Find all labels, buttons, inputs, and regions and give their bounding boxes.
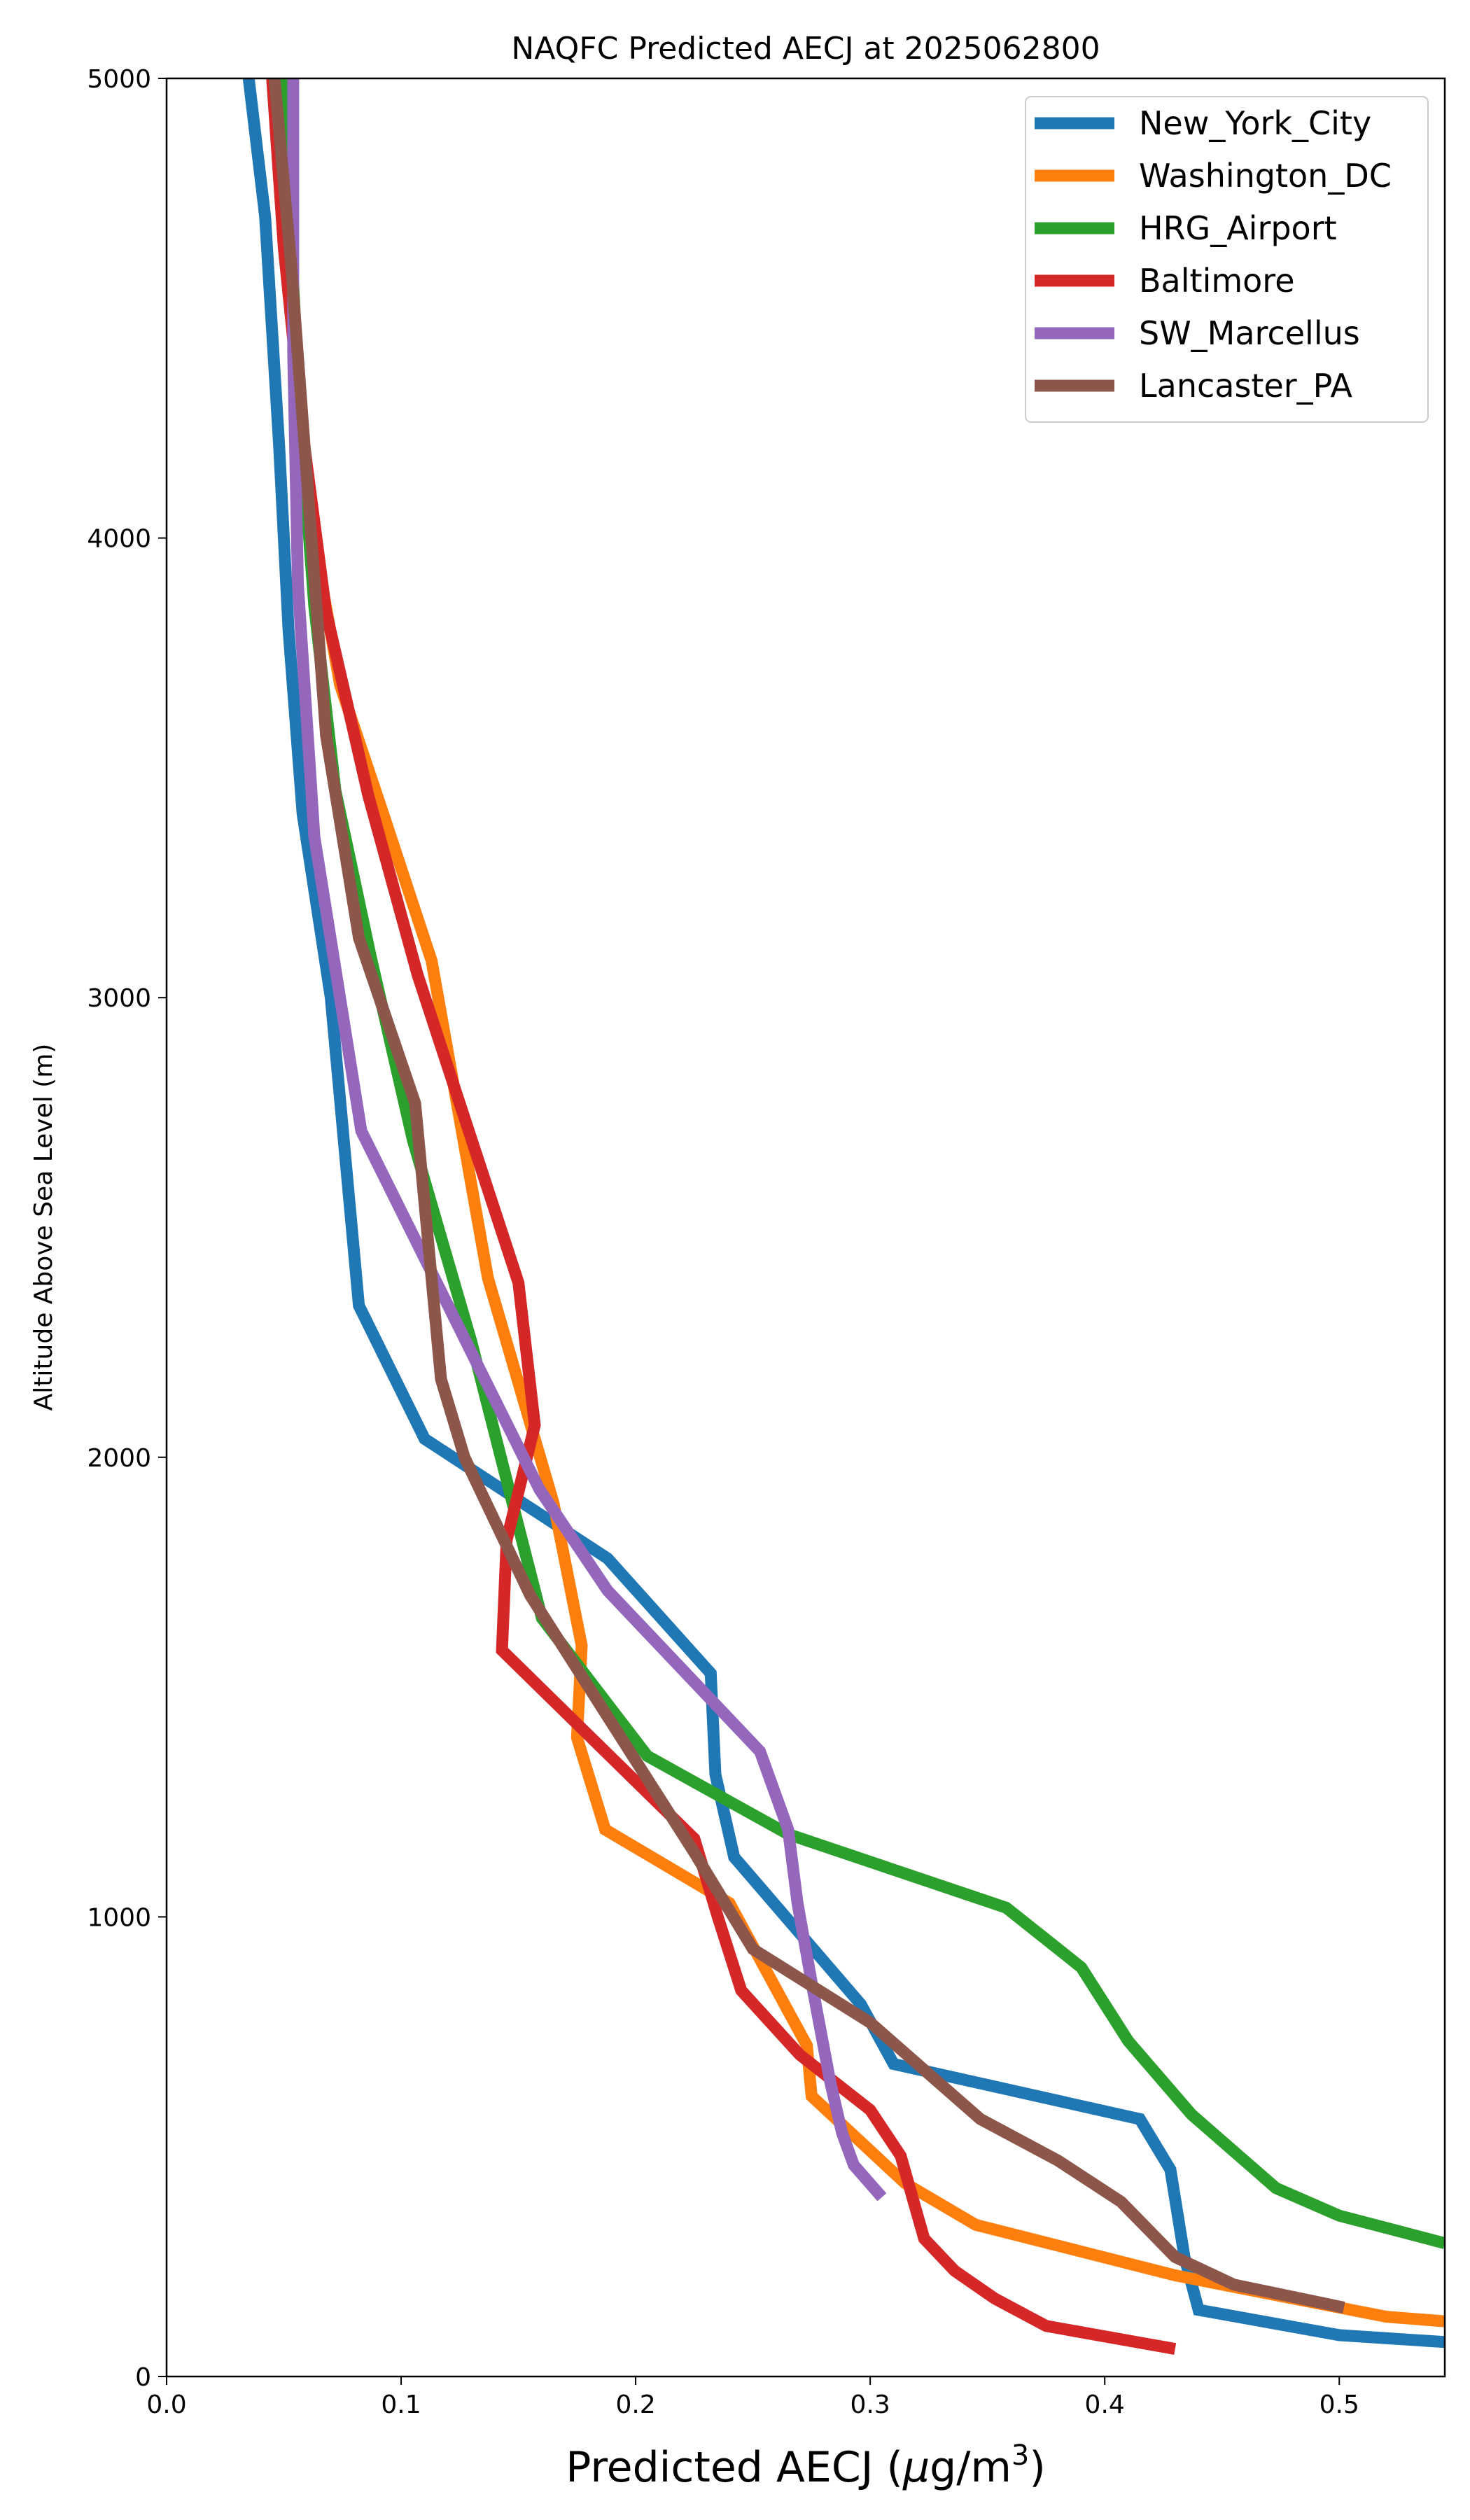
- x-axis-label-main: Predicted AECJ (: [566, 2443, 903, 2492]
- legend-label-sw-marcellus: SW_Marcellus: [1139, 314, 1360, 352]
- x-axis-label-sup: 3: [1011, 2440, 1029, 2472]
- legend-label-lancaster-pa: Lancaster_PA: [1139, 367, 1352, 405]
- legend-frame: [1025, 96, 1429, 423]
- x-tick-label: 0.1: [381, 2390, 421, 2419]
- series-line-sw-marcellus: [287, 78, 887, 2202]
- series-group: [242, 78, 1445, 2355]
- x-tick-label: 0.2: [615, 2390, 655, 2419]
- x-axis-label-unit: g/m: [930, 2443, 1011, 2492]
- y-axis: 0 1000 2000 3000 4000 5000: [87, 65, 167, 2392]
- plot-area: [165, 77, 1446, 2378]
- x-axis-label-mu: μ: [902, 2443, 930, 2492]
- x-axis: 0.0 0.1 0.2 0.3 0.4 0.5: [146, 2376, 1359, 2419]
- plot-frame: [165, 77, 1446, 2378]
- x-tick-label: 0.4: [1085, 2390, 1125, 2419]
- y-tick-label: 2000: [87, 1444, 151, 1473]
- x-tick-label: 0.5: [1320, 2390, 1359, 2419]
- y-axis-label: Altitude Above Sea Level (m): [29, 1044, 58, 1411]
- legend: New_York_City Washington_DC HRG_Airport Bal…: [1025, 96, 1429, 423]
- x-axis-label: Predicted AECJ (μg/m3): [566, 2440, 1046, 2492]
- legend-label-washington-dc: Washington_DC: [1139, 157, 1392, 195]
- y-tick-label: 3000: [87, 984, 151, 1013]
- legend-items: New_York_City Washington_DC HRG_Airport Bal…: [1035, 104, 1392, 405]
- series-line-lancaster-pa: [268, 78, 1345, 2314]
- legend-label-new-york-city: New_York_City: [1139, 104, 1371, 142]
- series-line-new-york-city: [242, 78, 1445, 2348]
- y-tick-label: 0: [135, 2363, 151, 2392]
- legend-label-hrg-airport: HRG_Airport: [1139, 209, 1337, 247]
- x-tick-label: 0.0: [146, 2390, 186, 2419]
- y-tick-label: 4000: [87, 525, 151, 554]
- legend-label-baltimore: Baltimore: [1139, 262, 1295, 300]
- chart-title: NAQFC Predicted AECJ at 2025062800: [511, 31, 1100, 66]
- y-tick-label: 5000: [87, 65, 151, 94]
- y-tick-label: 1000: [87, 1903, 151, 1932]
- x-tick-label: 0.3: [850, 2390, 890, 2419]
- x-axis-label-close: ): [1029, 2443, 1045, 2492]
